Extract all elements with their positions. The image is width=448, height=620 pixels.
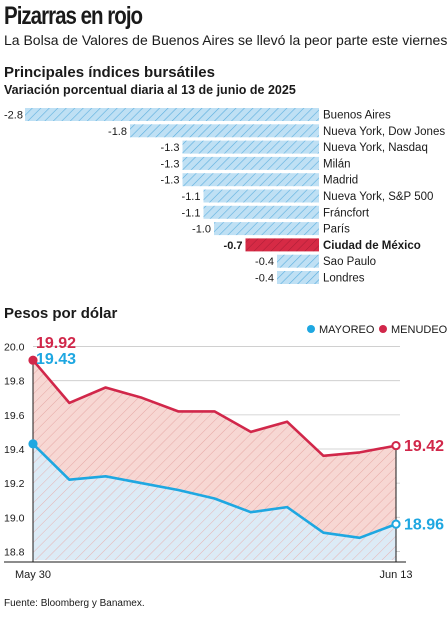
bar-category-label: Fráncfort — [323, 207, 370, 219]
legend-menudeo-swatch — [379, 325, 387, 333]
bar-chart: -2.8 Buenos Aires -1.8 Nueva York, Dow Jone… — [4, 108, 445, 285]
menudeo-end-label: 19.42 — [404, 438, 444, 455]
y-tick-label: 18.8 — [4, 546, 25, 558]
bar-category-label: Ciudad de México — [323, 240, 421, 252]
bar-value-label: -0.4 — [255, 273, 274, 285]
bar — [182, 173, 319, 187]
bar-category-label: Madrid — [323, 175, 358, 187]
mayoreo-area — [33, 443, 396, 560]
bar-value-label: -1.8 — [108, 126, 127, 138]
mayoreo-end-point — [391, 519, 401, 529]
source-note: Fuente: Bloomberg y Banamex. — [4, 598, 145, 609]
legend-mayoreo-label: MAYOREO — [319, 324, 375, 336]
bar-value-label: -1.0 — [192, 224, 211, 236]
bar-category-label: París — [323, 224, 350, 236]
legend-mayoreo-swatch — [307, 325, 315, 333]
bar-category-label: Nueva York, Dow Jones — [323, 126, 445, 138]
bar-chart-subtitle: Variación porcentual diaria al 13 de jun… — [4, 83, 296, 97]
bar-value-label: -0.4 — [255, 256, 274, 268]
menudeo-start-point — [28, 355, 38, 365]
y-tick-label: 20.0 — [4, 342, 25, 354]
mayoreo-line — [32, 442, 397, 540]
deck: La Bolsa de Valores de Buenos Aires se l… — [4, 32, 448, 48]
menudeo-end-point — [391, 440, 401, 451]
bar-category-label: Nueva York, S&P 500 — [323, 191, 433, 203]
headline: Pizarras en rojo — [4, 2, 143, 30]
bar-category-label: Sao Paulo — [323, 256, 376, 268]
line-chart-title: Pesos por dólar — [4, 305, 118, 322]
x-tick-label: Jun 13 — [379, 569, 412, 581]
menudeo-area — [33, 360, 396, 538]
bar-chart-title: Principales índices bursátiles — [4, 64, 215, 81]
bar — [277, 254, 319, 268]
bar-category-label: Nueva York, Nasdaq — [323, 142, 428, 154]
bar-value-label: -2.8 — [4, 110, 23, 122]
bar — [182, 140, 319, 154]
legend-menudeo-label: MENUDEO — [391, 324, 448, 336]
bar-value-label: -0.7 — [224, 240, 243, 252]
bar-category-label: Buenos Aires — [323, 110, 391, 122]
bar — [182, 156, 319, 170]
y-tick-label: 19.8 — [4, 376, 25, 388]
bar-category-label: Milán — [323, 158, 350, 170]
bar-value-label: -1.3 — [161, 142, 180, 154]
mayoreo-end-label: 18.96 — [404, 517, 444, 534]
bar — [130, 124, 319, 138]
bar-value-label: -1.3 — [161, 175, 180, 187]
mayoreo-start-label: 19.43 — [36, 351, 76, 368]
bar-value-label: -1.1 — [182, 207, 201, 219]
bar — [203, 205, 319, 219]
y-tick-label: 19.0 — [4, 512, 25, 524]
y-tick-label: 19.2 — [4, 478, 25, 490]
y-tick-label: 19.4 — [4, 444, 25, 456]
menudeo-start-label: 19.92 — [36, 335, 76, 352]
bar — [277, 271, 319, 284]
bar — [25, 108, 319, 121]
bar — [203, 189, 319, 203]
mayoreo-start-point — [28, 439, 38, 449]
y-tick-label: 19.6 — [4, 410, 25, 422]
x-tick-label: May 30 — [15, 569, 51, 581]
bar-value-label: -1.3 — [161, 158, 180, 170]
bar-category-label: Londres — [323, 273, 365, 285]
menudeo-line — [32, 359, 397, 458]
bar — [214, 222, 319, 236]
bar — [245, 238, 319, 252]
bar-value-label: -1.1 — [182, 191, 201, 203]
